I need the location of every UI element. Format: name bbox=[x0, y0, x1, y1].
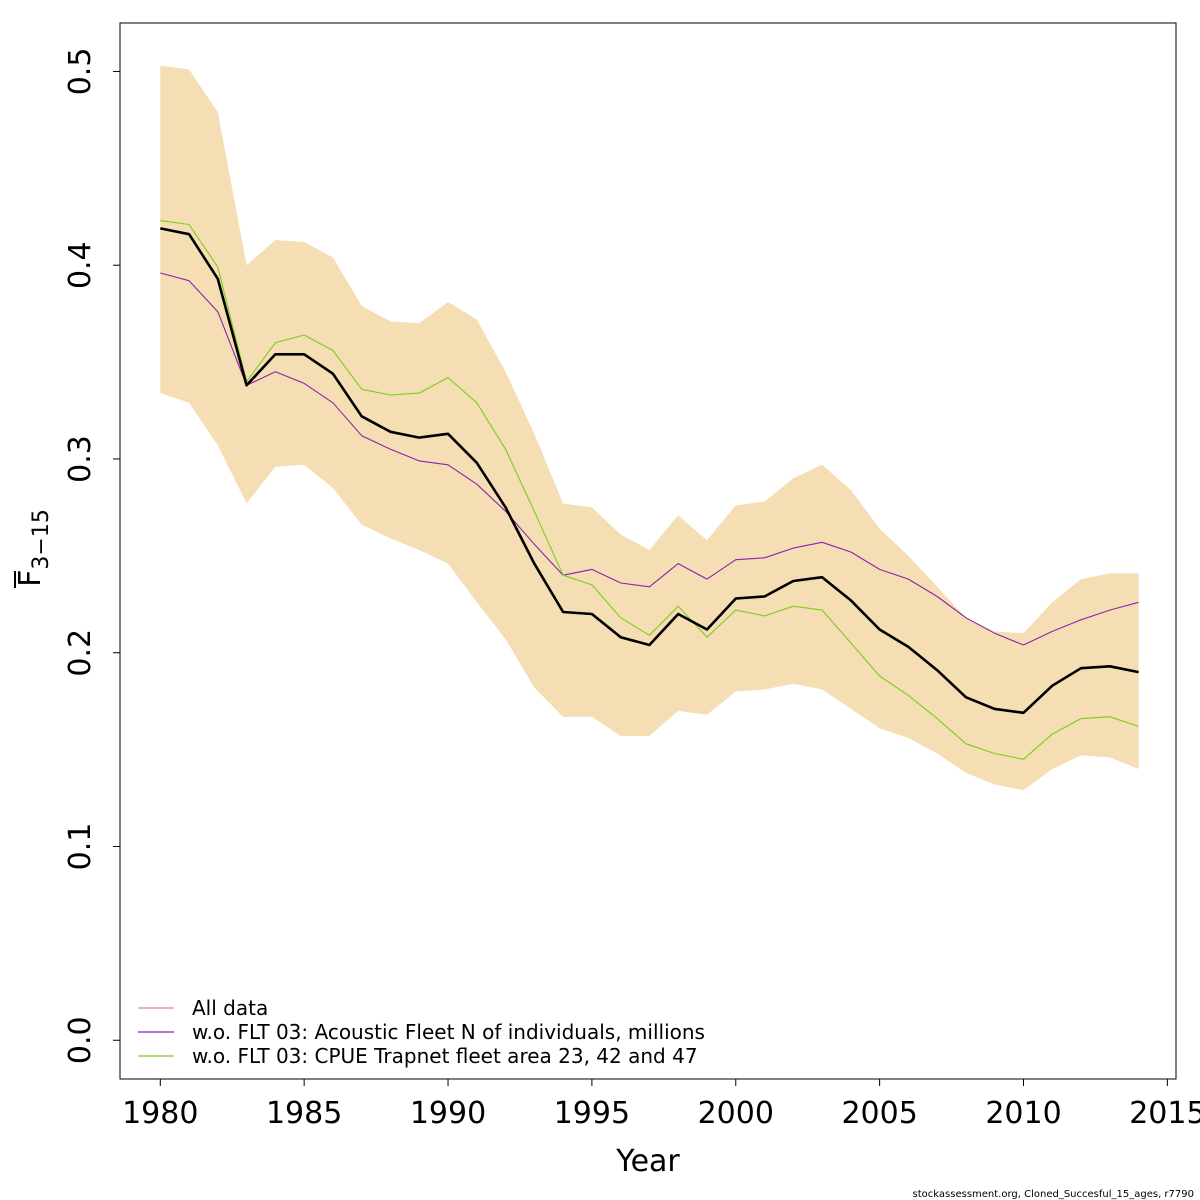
y-axis-title: F3−15 bbox=[13, 509, 54, 588]
y-axis: 0.0 0.1 0.2 0.3 0.4 0.5 bbox=[63, 48, 121, 1064]
y-tick-label: 0.2 bbox=[63, 629, 98, 677]
y-tick-label: 0.3 bbox=[63, 435, 98, 483]
y-axis-title-main: F bbox=[13, 570, 48, 587]
series-line-2 bbox=[160, 272, 1139, 646]
x-axis-title: Year bbox=[615, 1144, 680, 1179]
y-tick-label: 0.4 bbox=[63, 241, 98, 289]
legend-label-3: w.o. FLT 03: CPUE Trapnet fleet area 23,… bbox=[192, 1044, 698, 1068]
legend-label-1: All data bbox=[192, 996, 268, 1020]
series-line-1 bbox=[160, 227, 1139, 715]
x-tick-label: 2000 bbox=[698, 1096, 774, 1131]
x-tick-label: 1990 bbox=[410, 1096, 486, 1131]
x-tick-label: 2005 bbox=[841, 1096, 917, 1131]
series-layer bbox=[160, 220, 1139, 760]
x-axis: 1980 1985 1990 1995 2000 2005 2010 2015 bbox=[122, 1078, 1200, 1131]
x-tick-label: 2010 bbox=[985, 1096, 1061, 1131]
y-tick-label: 0.5 bbox=[63, 48, 98, 96]
svg-text:F3−15: F3−15 bbox=[13, 509, 54, 587]
confidence-band-layer bbox=[160, 65, 1139, 791]
series-line-3 bbox=[160, 220, 1139, 760]
y-tick-label: 0.0 bbox=[63, 1016, 98, 1064]
y-tick-label: 0.1 bbox=[63, 823, 98, 871]
legend-label-2: w.o. FLT 03: Acoustic Fleet N of individ… bbox=[192, 1020, 705, 1044]
x-tick-label: 1995 bbox=[554, 1096, 630, 1131]
x-tick-label: 1980 bbox=[122, 1096, 198, 1131]
x-tick-label: 1985 bbox=[266, 1096, 342, 1131]
x-tick-label: 2015 bbox=[1129, 1096, 1200, 1131]
confidence-band bbox=[160, 65, 1139, 791]
footer-note: stockassessment.org, Cloned_Succesful_15… bbox=[913, 1189, 1194, 1200]
y-axis-title-subscript: 3−15 bbox=[29, 509, 54, 569]
